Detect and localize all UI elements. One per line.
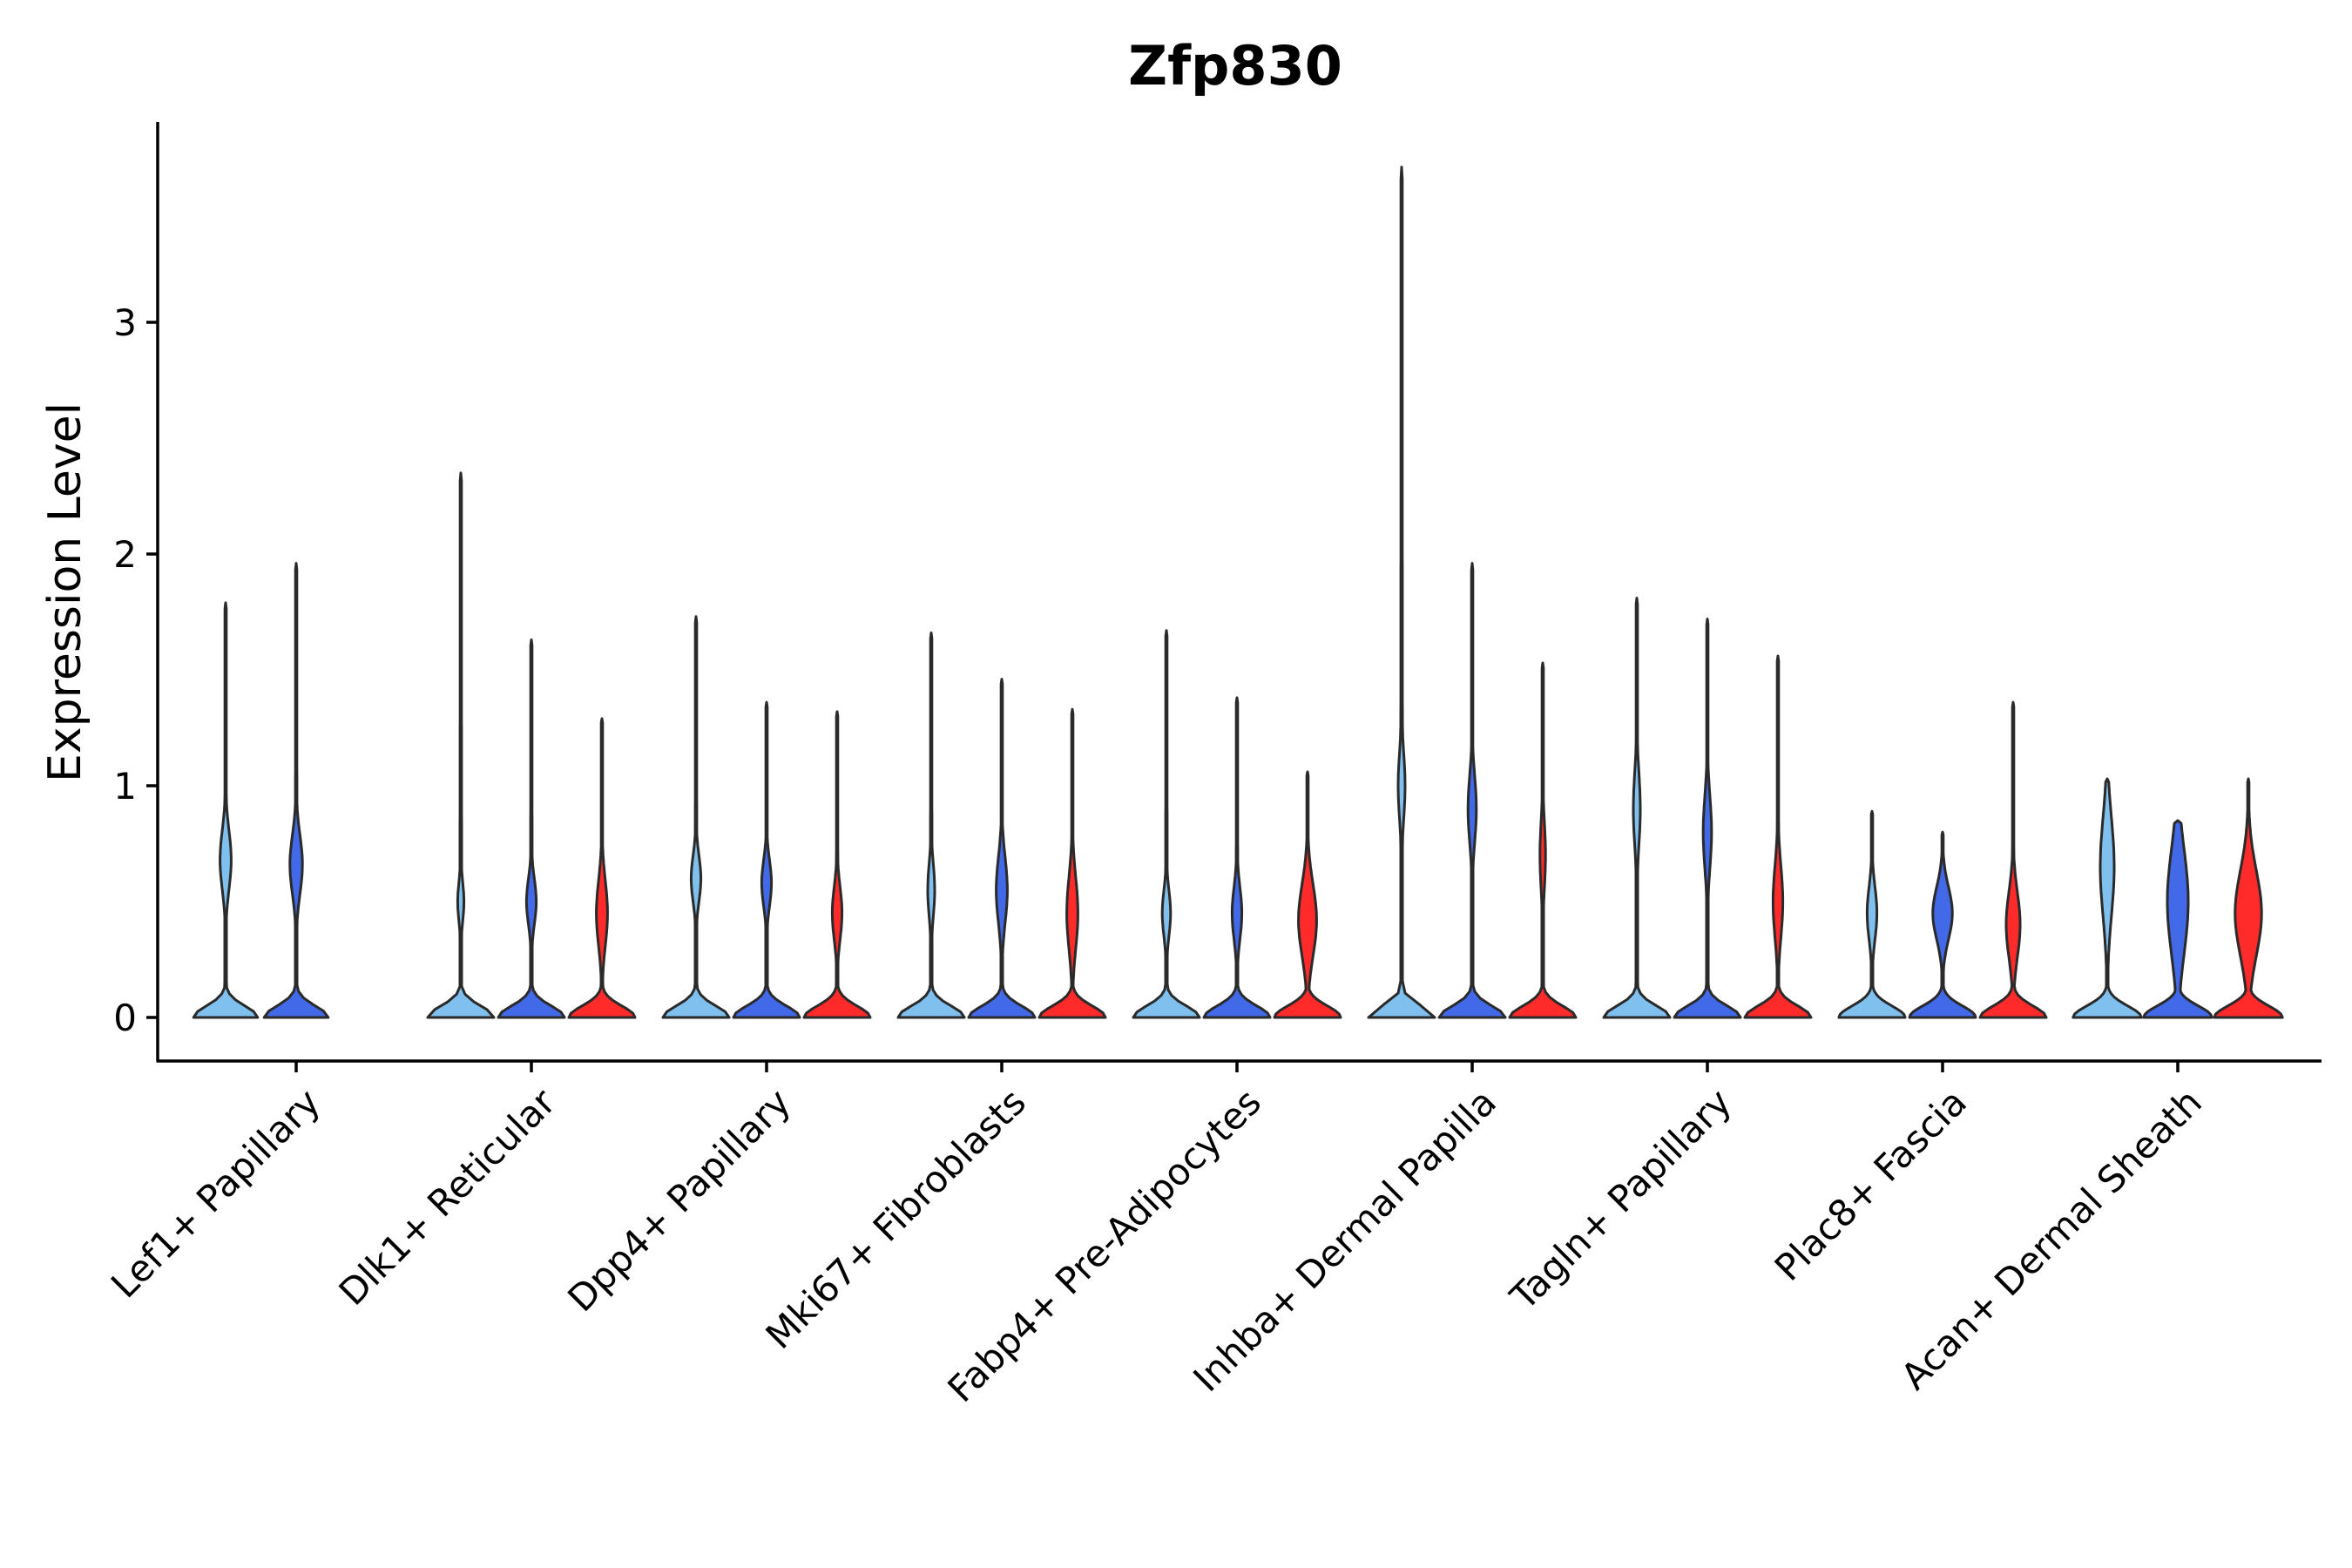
violin-tagln-papillary-group-0 — [1602, 597, 1672, 1019]
violin-acan-dermal-sheath-group-1 — [2142, 819, 2213, 1019]
y-tick-label: 0 — [113, 997, 137, 1039]
violin-dpp4-papillary-group-2 — [802, 710, 872, 1019]
violin-acan-dermal-sheath-group-0 — [2072, 777, 2143, 1019]
violins-layer — [192, 166, 2284, 1019]
x-tick-label-lef1-papillary: Lef1+ Papillary — [103, 1080, 328, 1306]
violin-mki67-fibroblasts-group-2 — [1037, 707, 1107, 1019]
violin-dpp4-papillary-group-0 — [661, 615, 731, 1019]
x-tick-label-dpp4-papillary: Dpp4+ Papillary — [559, 1080, 799, 1320]
axes-layer: 0 1 2 3 Lef1+ Papillary Dlk1+ ReticularDpp4+ … — [103, 122, 2322, 1410]
violin-inhba-dermal-papilla-group-1 — [1437, 562, 1507, 1019]
violin-mki67-fibroblasts-group-0 — [896, 631, 966, 1019]
violin-fabp4-pre-adipocytes-group-1 — [1202, 696, 1272, 1019]
violin-dpp4-papillary-group-1 — [732, 700, 801, 1019]
x-tick-label-dlk1-reticular: Dlk1+ Reticular — [331, 1080, 564, 1314]
violin-tagln-papillary-group-1 — [1673, 618, 1742, 1019]
violin-lef1-papillary-group-1 — [262, 562, 330, 1019]
violin-fabp4-pre-adipocytes-group-2 — [1273, 770, 1342, 1019]
violin-plac8-fascia-group-0 — [1837, 809, 1907, 1019]
violin-dlk1-reticular-group-2 — [567, 717, 637, 1019]
violin-dlk1-reticular-group-1 — [497, 638, 566, 1019]
x-tick-label-mki67-fibroblasts: Mki67+ Fibroblasts — [758, 1080, 1034, 1356]
x-tick-label-plac8-fascia: Plac8+ Fascia — [1767, 1080, 1975, 1288]
violin-plac8-fascia-group-1 — [1908, 830, 1977, 1019]
violin-lef1-papillary-group-0 — [192, 601, 260, 1019]
x-tick-label-tagln-papillary: Tagln+ Papillary — [1502, 1080, 1740, 1318]
violin-plac8-fascia-group-2 — [1978, 700, 2048, 1019]
y-tick-label: 1 — [113, 765, 137, 808]
violin-dlk1-reticular-group-0 — [426, 471, 496, 1019]
violin-inhba-dermal-papilla-group-2 — [1508, 661, 1578, 1019]
violin-mki67-fibroblasts-group-1 — [967, 678, 1037, 1019]
violin-tagln-papillary-group-2 — [1743, 654, 1813, 1019]
violin-fabp4-pre-adipocytes-group-0 — [1132, 629, 1201, 1019]
y-tick-label: 3 — [113, 301, 137, 344]
chart-title: Zfp830 — [1128, 34, 1342, 98]
y-tick-label: 2 — [113, 533, 137, 576]
y-axis-label: Expression Level — [39, 402, 91, 782]
violin-inhba-dermal-papilla-group-0 — [1367, 166, 1436, 1019]
violin-acan-dermal-sheath-group-2 — [2213, 777, 2284, 1019]
